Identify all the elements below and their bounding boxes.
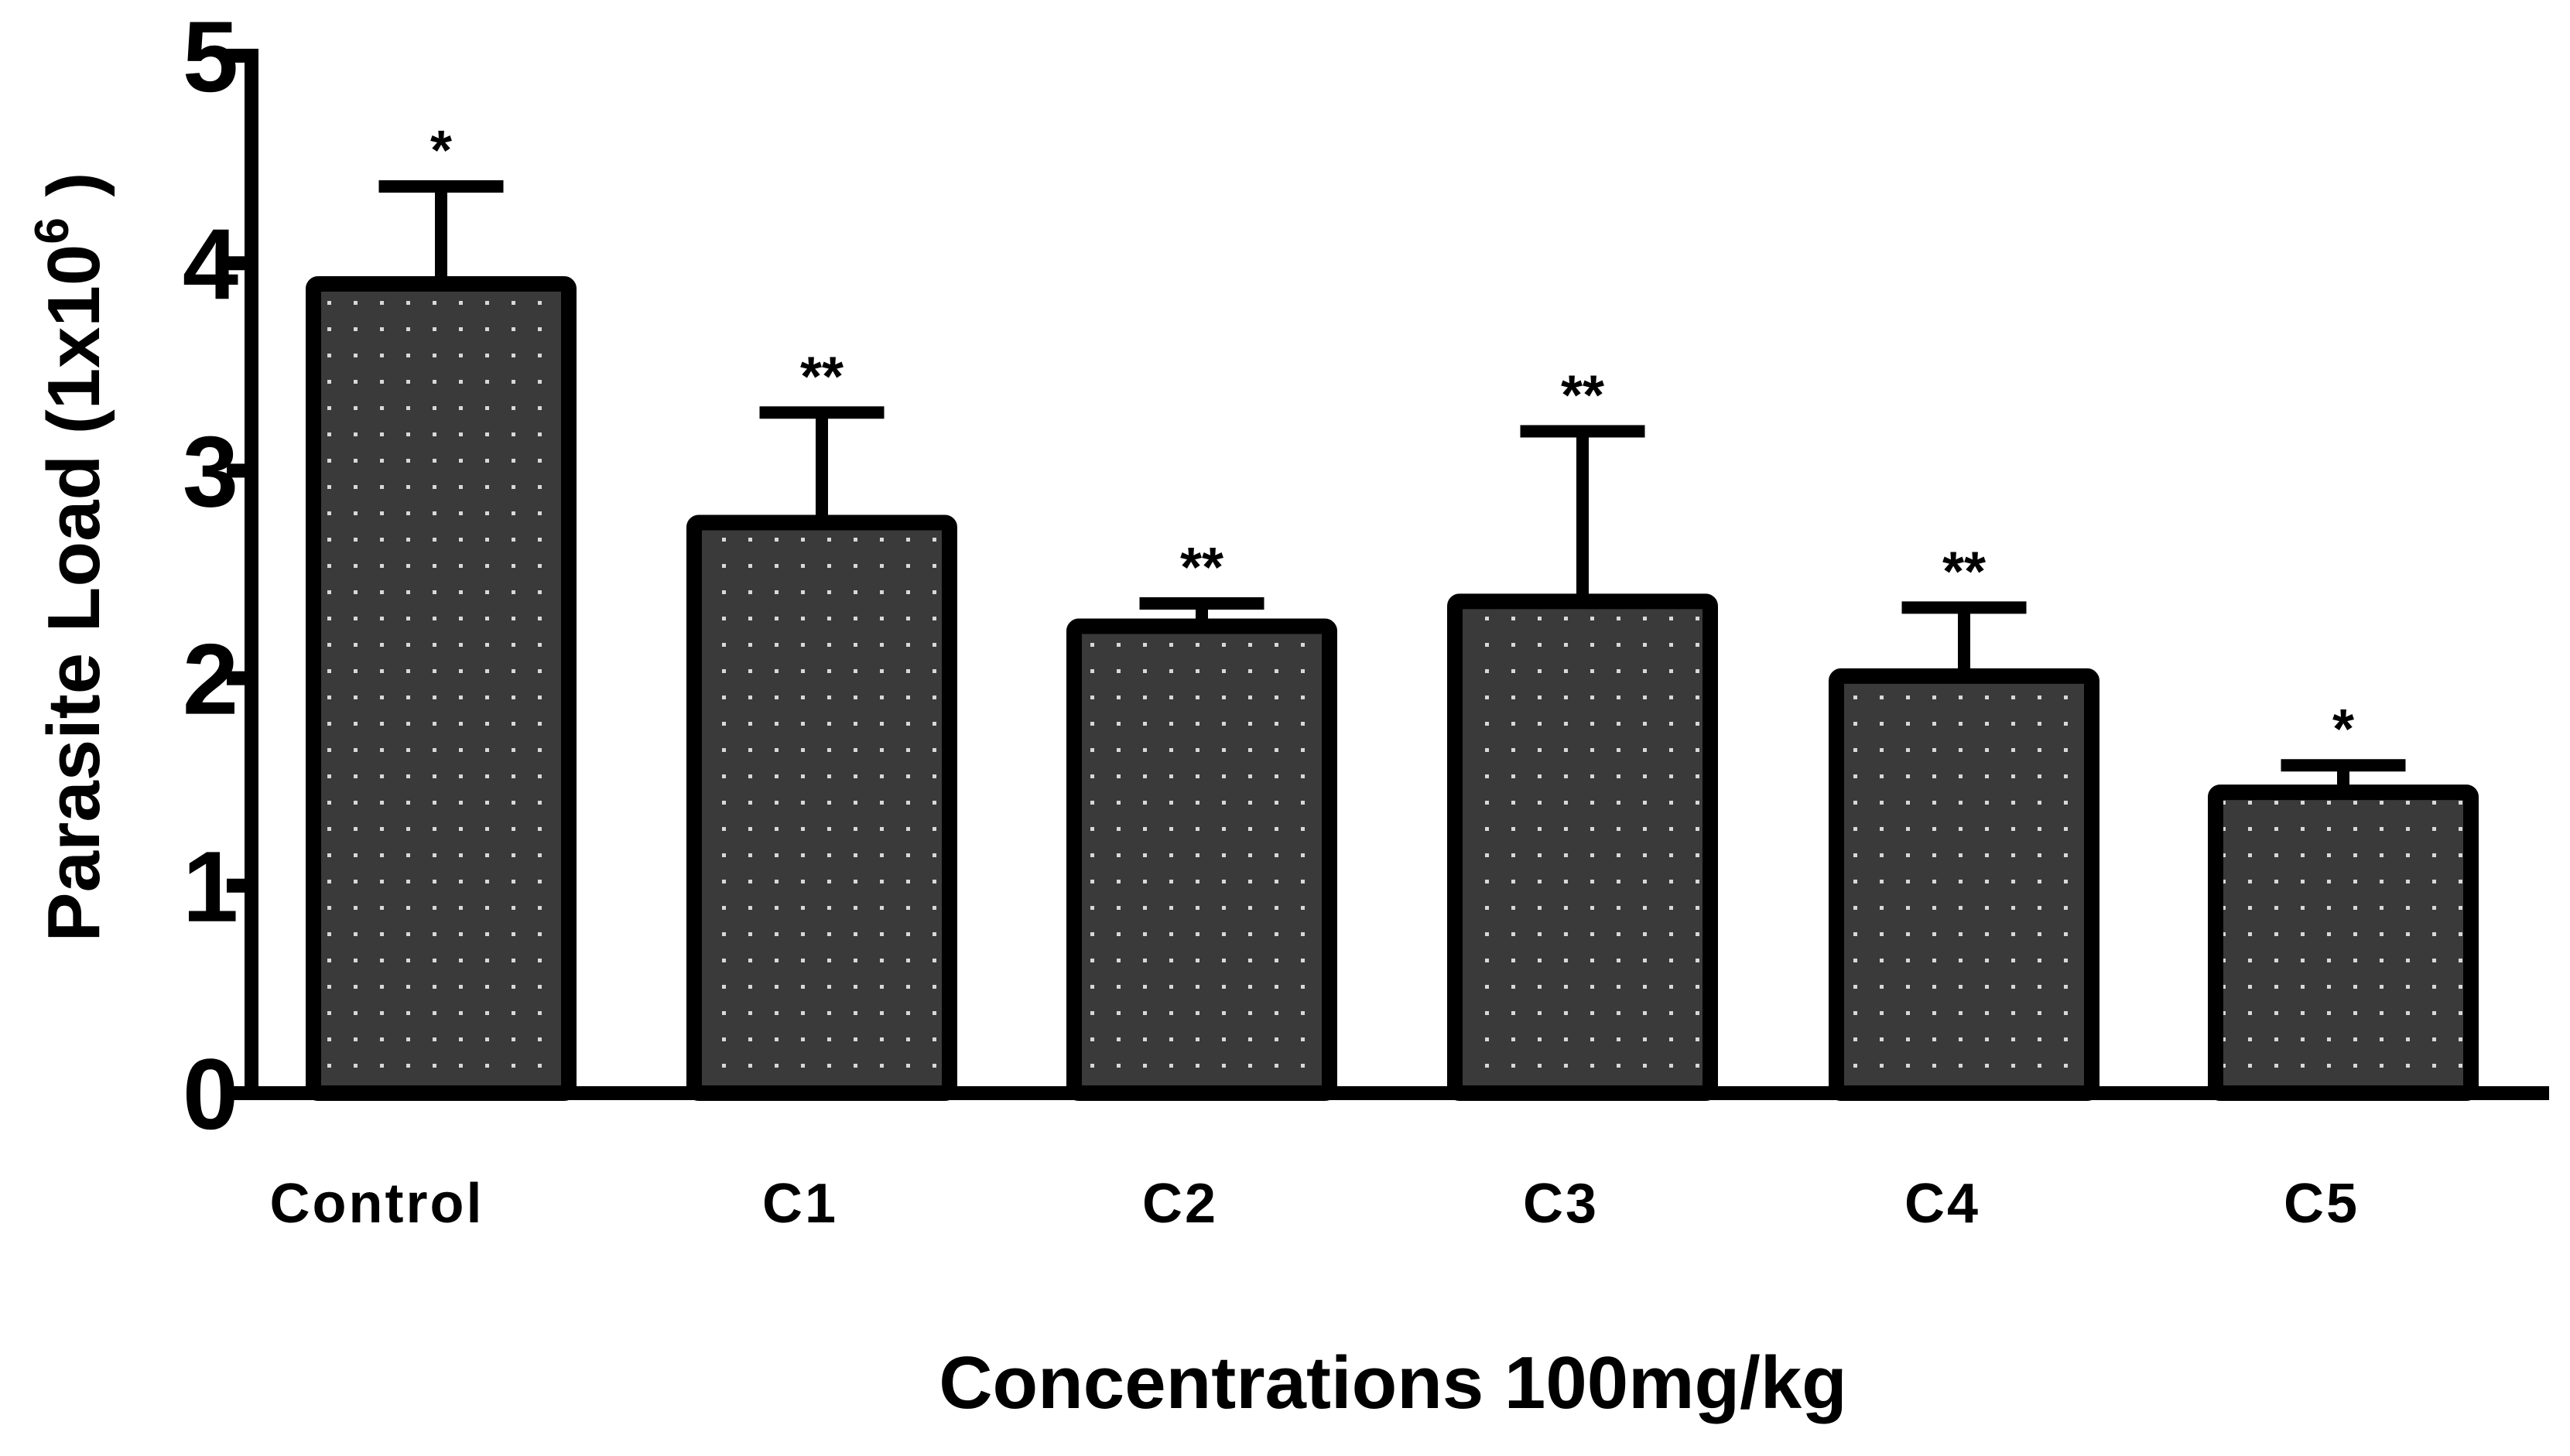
significance-marker: * [2332, 699, 2354, 760]
significance-marker: * [430, 120, 452, 182]
x-tick-label: C3 [1523, 1173, 1599, 1235]
bar [2208, 784, 2479, 1101]
significance-marker: ** [800, 346, 844, 408]
y-axis-title: Parasite Load (1x106 ) [26, 173, 115, 942]
y-tick-label: 3 [183, 415, 238, 528]
y-axis-title-superscript: 6 [26, 217, 79, 244]
error-bars-layer [378, 179, 2406, 793]
x-axis-title: Concentrations 100mg/kg [939, 1342, 1847, 1424]
bar [1829, 668, 2099, 1101]
x-tick-labels-layer: Control C1 C2 C3 C4 C5 [270, 1173, 2360, 1235]
y-ticks-layer: 0 1 2 3 4 5 [183, 0, 252, 1150]
x-tick-label: C5 [2284, 1173, 2360, 1235]
significance-marker: ** [1180, 537, 1223, 599]
y-tick-label: 4 [183, 207, 238, 320]
significance-marker: ** [1561, 364, 1604, 426]
bar [1066, 618, 1337, 1101]
y-axis-title-suffix: ) [33, 173, 115, 218]
bar [1447, 593, 1718, 1101]
x-tick-label: C4 [1904, 1173, 1980, 1235]
bar [686, 514, 957, 1101]
y-axis-title-main: Parasite Load (1x10 [33, 244, 115, 942]
bar [306, 276, 577, 1101]
x-tick-label: Control [270, 1173, 484, 1235]
bars-layer [306, 276, 2479, 1101]
y-tick-label: 5 [183, 0, 238, 113]
significance-marker: ** [1942, 541, 1986, 603]
significance-layer: ********** [430, 120, 2354, 760]
x-tick-label: C2 [1142, 1173, 1218, 1235]
x-tick-label: C1 [762, 1173, 838, 1235]
y-tick-label: 0 [183, 1037, 238, 1150]
y-tick-label: 2 [183, 623, 238, 736]
y-tick-label: 1 [183, 830, 238, 943]
